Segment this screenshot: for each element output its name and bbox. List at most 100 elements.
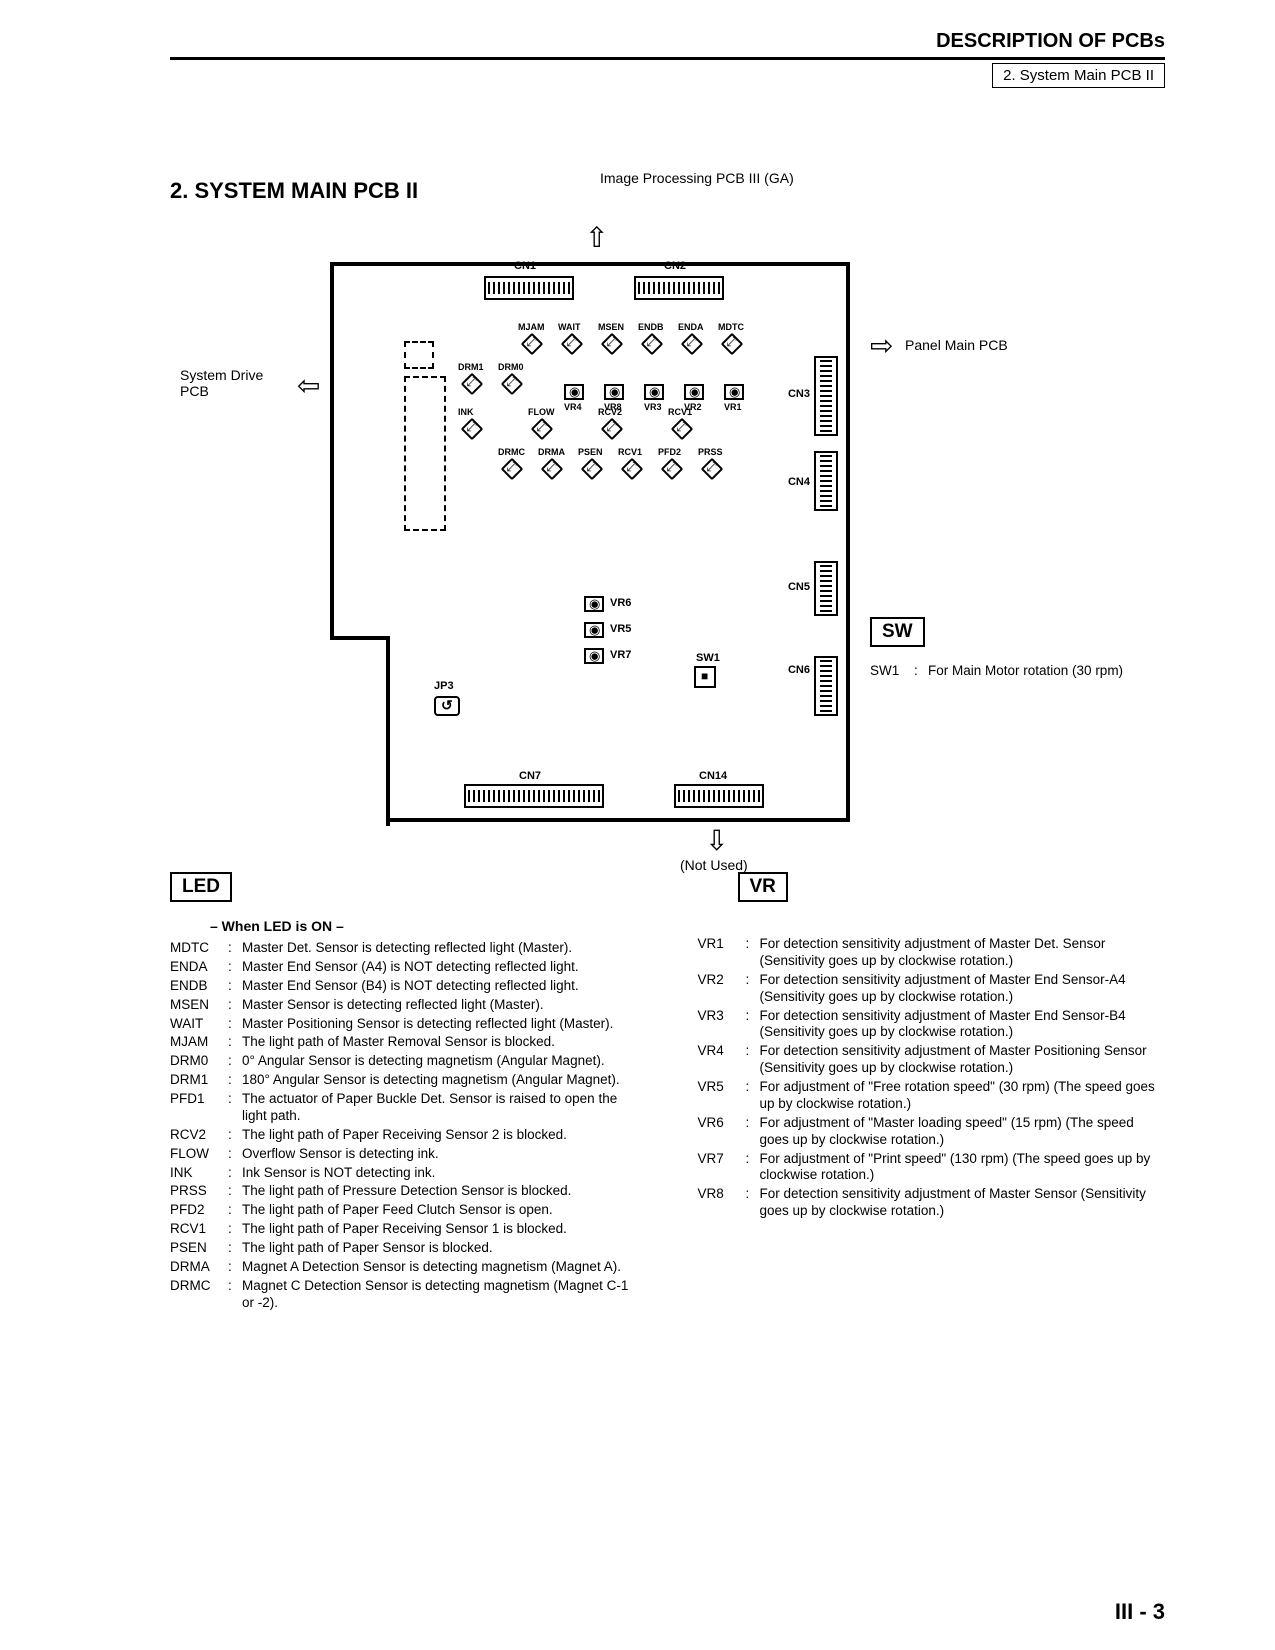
arrow-right-icon: ⇨ [870, 332, 893, 360]
led-label-msen: MSEN [598, 322, 624, 332]
led-label-drm1: DRM1 [458, 362, 484, 372]
cn4-label: CN4 [788, 476, 810, 488]
led-def-term: PRSS [170, 1183, 228, 1200]
led-def-term: PSEN [170, 1240, 228, 1257]
led-def-desc: The light path of Paper Feed Clutch Sens… [242, 1202, 638, 1219]
connector-cn14 [674, 784, 764, 808]
led-def-term: DRMC [170, 1278, 228, 1312]
led-rcv1 [621, 458, 644, 481]
sw-desc: For Main Motor rotation (30 rpm) [928, 663, 1123, 680]
led-def-term: DRMA [170, 1259, 228, 1276]
vr-def-desc: For adjustment of "Print speed" (130 rpm… [760, 1151, 1166, 1185]
led-def-desc: The light path of Paper Sensor is blocke… [242, 1240, 638, 1257]
dash-box-small [404, 341, 434, 369]
vr-def-term: VR2 [698, 972, 746, 1006]
led-label-ink: INK [458, 407, 474, 417]
led-label-drmc: DRMC [498, 447, 525, 457]
led-ink [461, 418, 484, 441]
led-def-row: DRM0:0° Angular Sensor is detecting magn… [170, 1053, 638, 1070]
cn2-label: CN2 [664, 260, 686, 272]
vr-label-vr4: VR4 [564, 402, 582, 412]
bottom-ext-label: (Not Used) [680, 857, 748, 873]
led-wait [561, 333, 584, 356]
led-label-drma: DRMA [538, 447, 565, 457]
led-mjam [521, 333, 544, 356]
led-drm0 [501, 373, 524, 396]
sw-box-label: SW [870, 617, 925, 647]
led-def-desc: Master Sensor is detecting reflected lig… [242, 997, 638, 1014]
connector-cn5 [814, 561, 838, 616]
led-def-row: MJAM:The light path of Master Removal Se… [170, 1034, 638, 1051]
led-def-row: RCV2:The light path of Paper Receiving S… [170, 1127, 638, 1144]
vr-def-term: VR4 [698, 1043, 746, 1077]
vr-def-term: VR6 [698, 1115, 746, 1149]
definitions-area: LED – When LED is ON – MDTC:Master Det. … [170, 872, 1165, 1314]
led-def-term: DRM0 [170, 1053, 228, 1070]
led-def-row: DRM1:180° Angular Sensor is detecting ma… [170, 1072, 638, 1089]
led-def-row: FLOW:Overflow Sensor is detecting ink. [170, 1146, 638, 1163]
led-def-term: DRM1 [170, 1072, 228, 1089]
led-def-desc: Ink Sensor is NOT detecting ink. [242, 1165, 638, 1182]
vr-def-term: VR8 [698, 1186, 746, 1220]
vr-label-vr7: VR7 [610, 649, 631, 661]
led-endb [641, 333, 664, 356]
sw1-switch [694, 666, 716, 688]
vr-label-vr6: VR6 [610, 597, 631, 609]
sw-item: SW1 : For Main Motor rotation (30 rpm) [870, 663, 1123, 680]
vr-def-term: VR7 [698, 1151, 746, 1185]
vr-def-row: VR5:For adjustment of "Free rotation spe… [698, 1079, 1166, 1113]
vr-def-row: VR1:For detection sensitivity adjustment… [698, 936, 1166, 970]
header-rule [170, 57, 1165, 60]
led-rcv2 [601, 418, 624, 441]
vr-def-row: VR8:For detection sensitivity adjustment… [698, 1186, 1166, 1220]
led-label-mjam: MJAM [518, 322, 545, 332]
led-drma [541, 458, 564, 481]
vr-def-desc: For detection sensitivity adjustment of … [760, 1043, 1166, 1077]
led-def-row: WAIT:Master Positioning Sensor is detect… [170, 1016, 638, 1033]
led-def-desc: Master Positioning Sensor is detecting r… [242, 1016, 638, 1033]
dash-box-large [404, 376, 446, 531]
led-def-term: RCV1 [170, 1221, 228, 1238]
pcb-diagram: ⇧ ⇦ System Drive PCB ⇨ Panel Main PCB ⇩ … [170, 212, 1165, 852]
vr-def-row: VR3:For detection sensitivity adjustment… [698, 1008, 1166, 1042]
cn3-label: CN3 [788, 388, 810, 400]
led-def-row: PFD1:The actuator of Paper Buckle Det. S… [170, 1091, 638, 1125]
header-title: DESCRIPTION OF PCBs [936, 30, 1165, 52]
pcb-outline: CN1 CN2 CN3 CN4 CN5 CN6 CN7 CN14 SW1 [330, 262, 850, 822]
connector-cn1 [484, 276, 574, 300]
vr-def-desc: For adjustment of "Master loading speed"… [760, 1115, 1166, 1149]
vr-vr7 [584, 648, 604, 664]
led-def-row: PSEN:The light path of Paper Sensor is b… [170, 1240, 638, 1257]
led-def-term: RCV2 [170, 1127, 228, 1144]
connector-cn3 [814, 356, 838, 436]
arrow-down-icon: ⇩ [705, 827, 728, 855]
jp3-label: JP3 [434, 680, 454, 692]
cn6-label: CN6 [788, 664, 810, 676]
vr-label-vr3: VR3 [644, 402, 662, 412]
led-rcv1 [671, 418, 694, 441]
led-def-desc: Master Det. Sensor is detecting reflecte… [242, 940, 638, 957]
led-label-drm0: DRM0 [498, 362, 524, 372]
led-def-row: MDTC:Master Det. Sensor is detecting ref… [170, 940, 638, 957]
vr-column: VR VR1:For detection sensitivity adjustm… [698, 872, 1166, 1314]
sw-term: SW1 [870, 663, 914, 680]
vr-def-row: VR6:For adjustment of "Master loading sp… [698, 1115, 1166, 1149]
led-def-row: DRMA:Magnet A Detection Sensor is detect… [170, 1259, 638, 1276]
vr-def-row: VR2:For detection sensitivity adjustment… [698, 972, 1166, 1006]
led-label-prss: PRSS [698, 447, 723, 457]
led-def-desc: Master End Sensor (A4) is NOT detecting … [242, 959, 638, 976]
led-label-rcv1: RCV1 [618, 447, 642, 457]
led-prss [701, 458, 724, 481]
led-def-row: INK:Ink Sensor is NOT detecting ink. [170, 1165, 638, 1182]
led-pfd2 [661, 458, 684, 481]
led-def-term: ENDB [170, 978, 228, 995]
vr-def-term: VR1 [698, 936, 746, 970]
vr-vr3 [644, 384, 664, 400]
connector-cn6 [814, 656, 838, 716]
cn1-label: CN1 [514, 260, 536, 272]
connector-cn7 [464, 784, 604, 808]
led-subhead: – When LED is ON – [210, 918, 638, 934]
led-label-psen: PSEN [578, 447, 603, 457]
led-label-wait: WAIT [558, 322, 581, 332]
pcb-notch [330, 636, 390, 826]
